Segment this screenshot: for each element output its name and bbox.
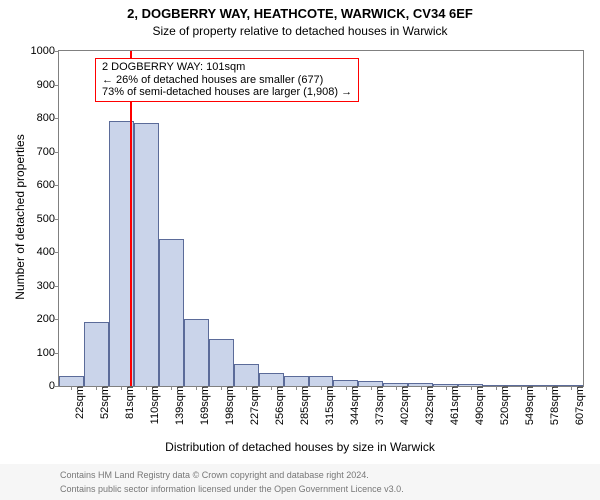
- histogram-bar: [134, 123, 159, 386]
- y-tick-mark: [55, 386, 59, 387]
- x-tick-label: 549sqm: [524, 386, 536, 425]
- annotation-line: 2 DOGBERRY WAY: 101sqm: [102, 61, 352, 74]
- y-tick-mark: [55, 353, 59, 354]
- y-tick-mark: [55, 152, 59, 153]
- x-tick-mark: [221, 386, 222, 390]
- x-tick-mark: [521, 386, 522, 390]
- x-tick-mark: [196, 386, 197, 390]
- x-tick-mark: [71, 386, 72, 390]
- x-tick-mark: [421, 386, 422, 390]
- x-tick-label: 461sqm: [449, 386, 461, 425]
- x-tick-mark: [271, 386, 272, 390]
- x-tick-label: 110sqm: [149, 386, 161, 424]
- x-tick-label: 373sqm: [374, 386, 386, 425]
- y-tick-mark: [55, 319, 59, 320]
- footer-line2: Contains public sector information licen…: [60, 484, 404, 494]
- x-tick-label: 490sqm: [474, 386, 486, 425]
- x-axis-label: Distribution of detached houses by size …: [0, 440, 600, 454]
- x-tick-label: 344sqm: [349, 386, 361, 425]
- histogram-bar: [234, 364, 259, 386]
- x-tick-label: 607sqm: [574, 386, 586, 425]
- x-tick-label: 256sqm: [274, 386, 286, 425]
- histogram-bar: [284, 376, 309, 386]
- chart-title-line2: Size of property relative to detached ho…: [0, 24, 600, 38]
- y-tick-mark: [55, 219, 59, 220]
- x-tick-label: 520sqm: [499, 386, 511, 425]
- footer-line1: Contains HM Land Registry data © Crown c…: [60, 470, 369, 480]
- x-tick-mark: [121, 386, 122, 390]
- histogram-bar: [259, 373, 284, 386]
- y-tick-mark: [55, 118, 59, 119]
- annotation-line: 73% of semi-detached houses are larger (…: [102, 86, 352, 99]
- histogram-bar: [84, 322, 109, 386]
- x-tick-mark: [246, 386, 247, 390]
- histogram-bar: [209, 339, 234, 386]
- y-tick-mark: [55, 185, 59, 186]
- annotation-box: 2 DOGBERRY WAY: 101sqm← 26% of detached …: [95, 58, 359, 102]
- x-tick-label: 198sqm: [224, 386, 236, 425]
- x-tick-label: 81sqm: [124, 386, 136, 419]
- x-tick-mark: [321, 386, 322, 390]
- chart-container: 2, DOGBERRY WAY, HEATHCOTE, WARWICK, CV3…: [0, 0, 600, 500]
- x-tick-label: 578sqm: [549, 386, 561, 425]
- x-tick-label: 169sqm: [199, 386, 211, 425]
- histogram-bar: [59, 376, 84, 386]
- x-tick-label: 52sqm: [99, 386, 111, 419]
- x-tick-mark: [546, 386, 547, 390]
- histogram-bar: [159, 239, 184, 386]
- annotation-line: ← 26% of detached houses are smaller (67…: [102, 74, 352, 87]
- x-tick-label: 285sqm: [299, 386, 311, 425]
- x-tick-mark: [171, 386, 172, 390]
- histogram-bar: [184, 319, 209, 386]
- x-tick-label: 402sqm: [399, 386, 411, 425]
- x-tick-mark: [371, 386, 372, 390]
- x-tick-mark: [496, 386, 497, 390]
- y-tick-mark: [55, 85, 59, 86]
- x-tick-label: 432sqm: [424, 386, 436, 425]
- chart-title-line1: 2, DOGBERRY WAY, HEATHCOTE, WARWICK, CV3…: [0, 6, 600, 21]
- x-tick-label: 22sqm: [74, 386, 86, 419]
- x-tick-mark: [396, 386, 397, 390]
- x-tick-label: 315sqm: [324, 386, 336, 425]
- x-tick-mark: [296, 386, 297, 390]
- x-tick-mark: [346, 386, 347, 390]
- y-tick-mark: [55, 286, 59, 287]
- x-tick-label: 139sqm: [174, 386, 186, 425]
- x-tick-mark: [471, 386, 472, 390]
- x-tick-mark: [571, 386, 572, 390]
- x-tick-mark: [446, 386, 447, 390]
- y-tick-mark: [55, 252, 59, 253]
- x-tick-label: 227sqm: [249, 386, 261, 425]
- histogram-bar: [309, 376, 334, 386]
- y-axis-label: Number of detached properties: [13, 117, 27, 317]
- x-tick-mark: [146, 386, 147, 390]
- y-tick-mark: [55, 51, 59, 52]
- x-tick-mark: [96, 386, 97, 390]
